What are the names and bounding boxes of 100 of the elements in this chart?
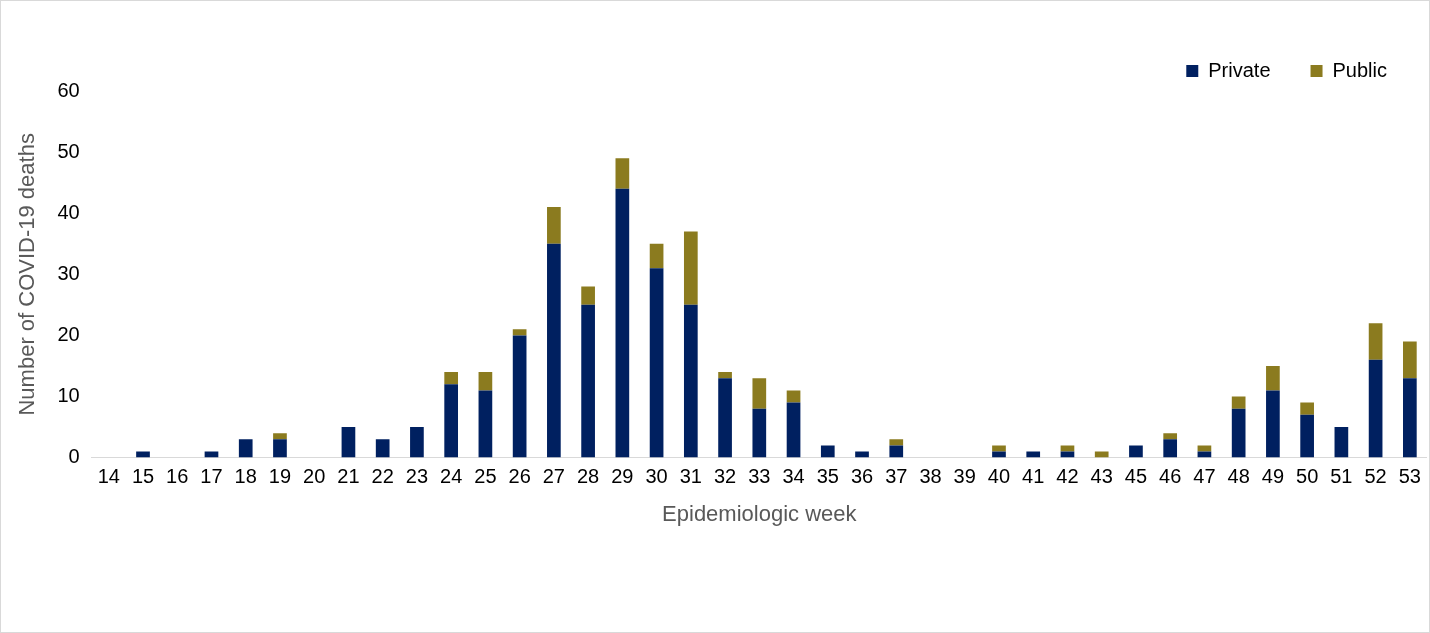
x-tick-label: 21 (337, 465, 360, 488)
bar (1368, 323, 1383, 360)
x-tick-label: 28 (576, 465, 600, 488)
bar (375, 439, 390, 458)
x-tick-label: 47 (1193, 465, 1216, 488)
bar (1129, 445, 1143, 458)
bar (615, 188, 630, 458)
x-tick-label: 33 (748, 465, 771, 488)
bar (649, 268, 664, 458)
bar (992, 445, 1006, 452)
bar (683, 231, 698, 305)
x-tick-label: 50 (1296, 465, 1319, 488)
x-tick-label: 19 (268, 465, 292, 488)
bar (1300, 402, 1314, 415)
x-tick-label: 22 (371, 465, 394, 488)
bar (341, 427, 356, 458)
bar (1197, 445, 1212, 452)
x-tick-label: 46 (1159, 465, 1182, 488)
x-tick-label: 32 (713, 465, 737, 488)
x-tick-label: 24 (440, 465, 463, 488)
bar (1403, 341, 1417, 379)
x-tick-label: 34 (782, 465, 805, 488)
bar (1231, 408, 1246, 458)
bar (1266, 365, 1280, 391)
bar (581, 286, 595, 305)
bar (615, 158, 630, 189)
bar (1300, 414, 1314, 458)
bar (1163, 439, 1178, 458)
bar (238, 439, 253, 458)
x-tick-label: 31 (679, 465, 702, 488)
bar (752, 408, 767, 458)
bar (1163, 433, 1178, 440)
x-tick-label: 27 (542, 465, 565, 488)
x-tick-label: 14 (97, 465, 120, 488)
bar (649, 243, 664, 269)
x-tick-label: 43 (1090, 465, 1113, 488)
legend-label: Private (1208, 58, 1271, 81)
x-tick-label: 25 (474, 465, 497, 488)
x-tick-label: 26 (508, 465, 531, 488)
bar (581, 304, 595, 458)
bar (136, 451, 150, 458)
bar (1060, 445, 1075, 452)
x-tick-label: 48 (1227, 465, 1250, 488)
x-tick-label: 42 (1056, 465, 1079, 488)
bar (786, 402, 801, 458)
bar (992, 451, 1006, 458)
bar (512, 335, 527, 458)
bar (1060, 451, 1075, 458)
x-axis-title: Epidemiologic week (662, 500, 858, 526)
x-tick-label: 41 (1022, 465, 1045, 488)
bar (273, 433, 287, 440)
x-tick-label: 20 (303, 465, 326, 488)
bar (1197, 451, 1212, 458)
y-tick-label: 30 (57, 261, 80, 284)
x-tick-label: 23 (405, 465, 429, 488)
x-tick-label: 39 (953, 465, 976, 488)
x-tick-label: 40 (987, 465, 1011, 488)
bar (1231, 396, 1246, 409)
x-tick-label: 30 (645, 465, 668, 488)
x-tick-label: 29 (611, 465, 634, 488)
bar (683, 304, 698, 458)
bar (889, 445, 904, 458)
bar (889, 439, 904, 446)
x-tick-label: 49 (1261, 465, 1285, 488)
bar (273, 439, 287, 458)
x-tick-label: 37 (885, 465, 908, 488)
y-tick-label: 10 (57, 384, 80, 407)
y-tick-label: 40 (57, 200, 80, 223)
bar (820, 445, 835, 458)
x-tick-label: 18 (234, 465, 257, 488)
bar (1403, 378, 1417, 458)
bar (547, 207, 561, 244)
bar (752, 378, 767, 409)
x-tick-label: 15 (131, 465, 155, 488)
bar (1094, 451, 1109, 458)
bar (478, 372, 493, 391)
x-tick-label: 38 (919, 465, 942, 488)
bar (1334, 427, 1349, 458)
y-axis-title: Number of COVID-19 deaths (14, 133, 40, 416)
y-tick-label: 0 (68, 445, 80, 468)
y-tick-label: 60 (57, 78, 80, 101)
x-tick-label: 52 (1364, 465, 1387, 488)
bar (718, 372, 732, 379)
x-tick-label: 17 (200, 465, 223, 488)
bar (444, 384, 458, 458)
x-tick-label: 36 (850, 465, 874, 488)
x-tick-label: 35 (816, 465, 839, 488)
bar (1266, 390, 1280, 458)
bar (444, 372, 458, 385)
bar (410, 427, 424, 458)
y-tick-label: 50 (57, 139, 80, 162)
x-tick-label: 45 (1124, 465, 1148, 488)
y-tick-label: 20 (57, 322, 80, 345)
bar (478, 390, 493, 458)
bar (512, 329, 527, 336)
bar (855, 451, 869, 458)
x-tick-label: 53 (1398, 465, 1421, 488)
bar (1368, 359, 1383, 458)
bar (547, 243, 561, 458)
legend-label: Public (1332, 58, 1388, 81)
